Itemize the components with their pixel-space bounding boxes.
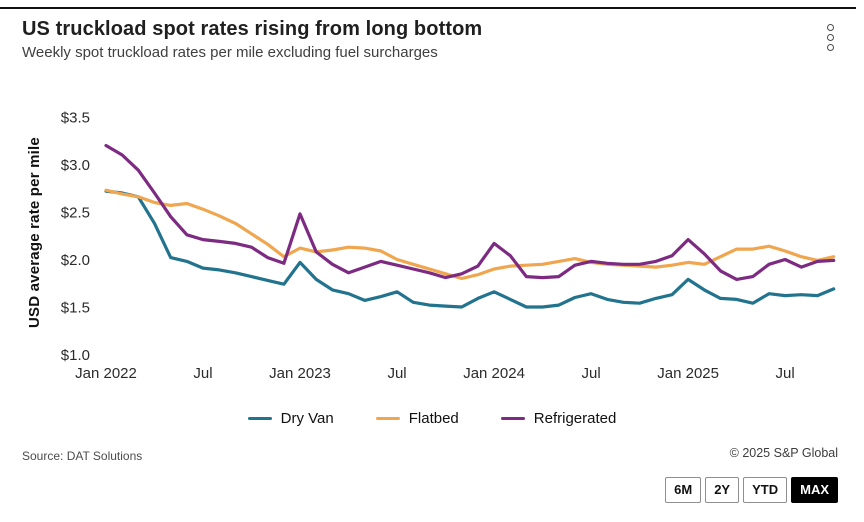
x-tick-label: Jul xyxy=(387,365,406,382)
line-chart-plot-area[interactable]: $1.0 $1.5 $2.0 $2.5 $3.0 $3.5 Jan 2022 Jul Jan 2… xyxy=(0,0,864,400)
x-tick-label: Jan 2025 xyxy=(657,365,719,382)
y-tick-label: $2.5 xyxy=(61,205,90,222)
range-button-ytd[interactable]: YTD xyxy=(743,477,788,503)
y-tick-label: $2.0 xyxy=(61,252,90,269)
legend-label: Dry Van xyxy=(280,410,334,427)
legend-swatch-icon xyxy=(247,416,272,421)
top-divider xyxy=(0,7,856,9)
kebab-dot xyxy=(826,34,834,41)
range-button-6m[interactable]: 6M xyxy=(665,477,702,503)
x-tick-label: Jan 2022 xyxy=(75,365,137,382)
legend-label: Flatbed xyxy=(408,410,459,427)
page-subtitle: Weekly spot truckload rates per mile exc… xyxy=(22,44,438,61)
page-title: US truckload spot rates rising from long… xyxy=(22,18,483,40)
copyright-note: © 2025 S&P Global xyxy=(729,446,838,460)
x-tick-label: Jul xyxy=(582,365,601,382)
legend-item-dry-van[interactable]: Dry Van xyxy=(247,410,334,427)
source-note: Source: DAT Solutions xyxy=(22,449,143,463)
y-tick-label: $3.5 xyxy=(61,110,90,127)
y-tick-label: $3.0 xyxy=(61,157,90,174)
x-tick-label: Jul xyxy=(776,365,795,382)
x-tick-label: Jan 2024 xyxy=(463,365,525,382)
kebab-dot xyxy=(826,44,834,51)
legend-item-refrigerated[interactable]: Refrigerated xyxy=(500,410,617,427)
legend-swatch-icon xyxy=(375,416,400,421)
y-tick-label: $1.0 xyxy=(61,347,90,364)
kebab-menu-icon[interactable] xyxy=(824,24,836,51)
range-button-max[interactable]: MAX xyxy=(791,477,838,503)
range-selector: 6M 2Y YTD MAX xyxy=(665,477,838,503)
legend-label: Refrigerated xyxy=(533,410,617,427)
x-tick-label: Jul xyxy=(193,365,212,382)
series-line-flatbed[interactable] xyxy=(104,188,836,281)
series-line-dry-van[interactable] xyxy=(104,189,836,309)
chart-legend: Dry Van Flatbed Refrigerated xyxy=(0,410,864,427)
kebab-dot xyxy=(826,24,834,31)
y-tick-label: $1.5 xyxy=(61,300,90,317)
legend-swatch-icon xyxy=(500,416,525,421)
range-button-2y[interactable]: 2Y xyxy=(705,477,740,503)
x-tick-label: Jan 2023 xyxy=(269,365,331,382)
series-line-refrigerated[interactable] xyxy=(104,143,836,281)
legend-item-flatbed[interactable]: Flatbed xyxy=(375,410,459,427)
